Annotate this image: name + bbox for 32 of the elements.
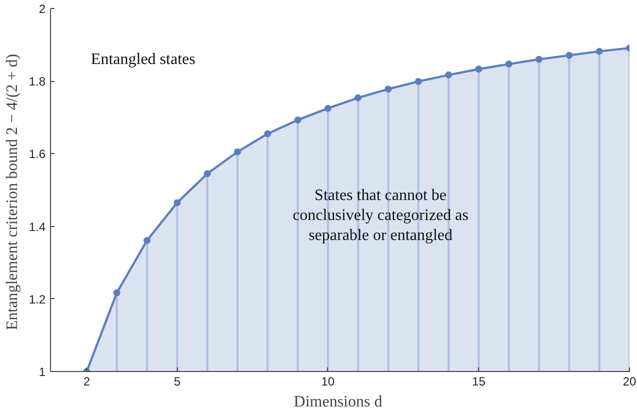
annotation: States that cannot be conclusively categorized as separable or entangled — [292, 186, 468, 244]
point — [475, 66, 482, 73]
y-tick-label: 1 — [38, 365, 46, 379]
y-tick-label: 1.6 — [28, 147, 46, 162]
point — [324, 104, 332, 112]
point — [596, 48, 603, 55]
point — [445, 71, 452, 78]
x-axis-title: Dimensions d — [294, 394, 382, 410]
point — [264, 130, 272, 138]
point — [234, 148, 241, 156]
point — [294, 116, 302, 124]
point — [536, 56, 543, 63]
y-tick-label: 2 — [38, 2, 46, 16]
x-tick-label: 15 — [472, 374, 486, 388]
x-tick-label: 5 — [174, 374, 181, 388]
point — [414, 78, 422, 85]
y-tick-label: 1.8 — [28, 74, 46, 89]
point — [113, 289, 120, 296]
y-tick-label: 1.2 — [28, 292, 46, 306]
point — [566, 52, 573, 59]
x-tick-label: 2 — [83, 374, 90, 388]
x-tick-label: 10 — [321, 374, 335, 388]
point — [204, 170, 211, 178]
point — [144, 236, 150, 244]
y-axis-title: Entanglement criterion bound 2 − 4/(2 + d) — [4, 54, 21, 330]
point — [174, 199, 181, 206]
point — [505, 60, 512, 68]
x-tick-label: 20 — [622, 374, 636, 388]
y-tick-label: 1.4 — [28, 220, 46, 234]
point — [384, 86, 392, 93]
point — [354, 94, 362, 102]
annotation: Entangled states — [90, 50, 196, 68]
